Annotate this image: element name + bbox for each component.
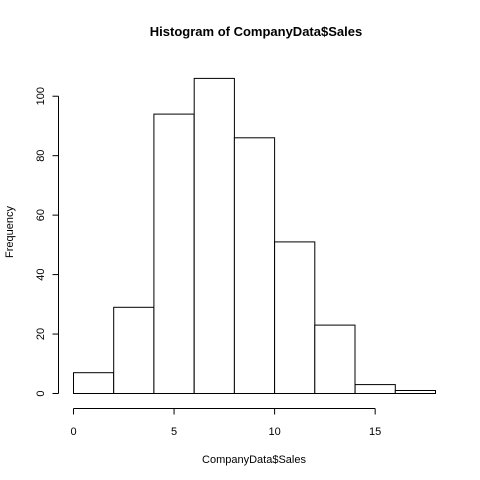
histogram-bar-6 bbox=[314, 324, 356, 395]
chart-title: Histogram of CompanyData$Sales bbox=[150, 24, 362, 39]
histogram-bar-4 bbox=[233, 137, 276, 394]
y-tick-label: 80 bbox=[35, 150, 47, 162]
y-tick-label: 0 bbox=[35, 390, 47, 396]
histogram-bar-7 bbox=[354, 384, 396, 395]
bars-group bbox=[73, 77, 436, 395]
x-tick-label: 10 bbox=[268, 426, 280, 438]
histogram-bar-0 bbox=[73, 372, 115, 395]
histogram-bar-1 bbox=[113, 306, 155, 394]
histogram-bar-8 bbox=[394, 390, 436, 394]
x-axis-label: CompanyData$Sales bbox=[202, 454, 306, 466]
histogram-bar-3 bbox=[193, 77, 235, 395]
y-tick-label: 60 bbox=[35, 209, 47, 221]
histogram-bar-5 bbox=[274, 241, 316, 394]
y-tick-label: 100 bbox=[35, 87, 47, 105]
y-axis: 0 20 40 60 80 100 bbox=[35, 87, 59, 397]
x-tick-label: 0 bbox=[70, 426, 76, 438]
x-axis: 0 5 10 15 bbox=[70, 408, 381, 438]
y-tick-label: 20 bbox=[35, 328, 47, 340]
x-tick-label: 5 bbox=[171, 426, 177, 438]
histogram-bar-2 bbox=[153, 113, 195, 394]
x-tick-label: 15 bbox=[369, 426, 381, 438]
y-tick-label: 40 bbox=[35, 268, 47, 280]
y-axis-label: Frequency bbox=[4, 206, 16, 258]
